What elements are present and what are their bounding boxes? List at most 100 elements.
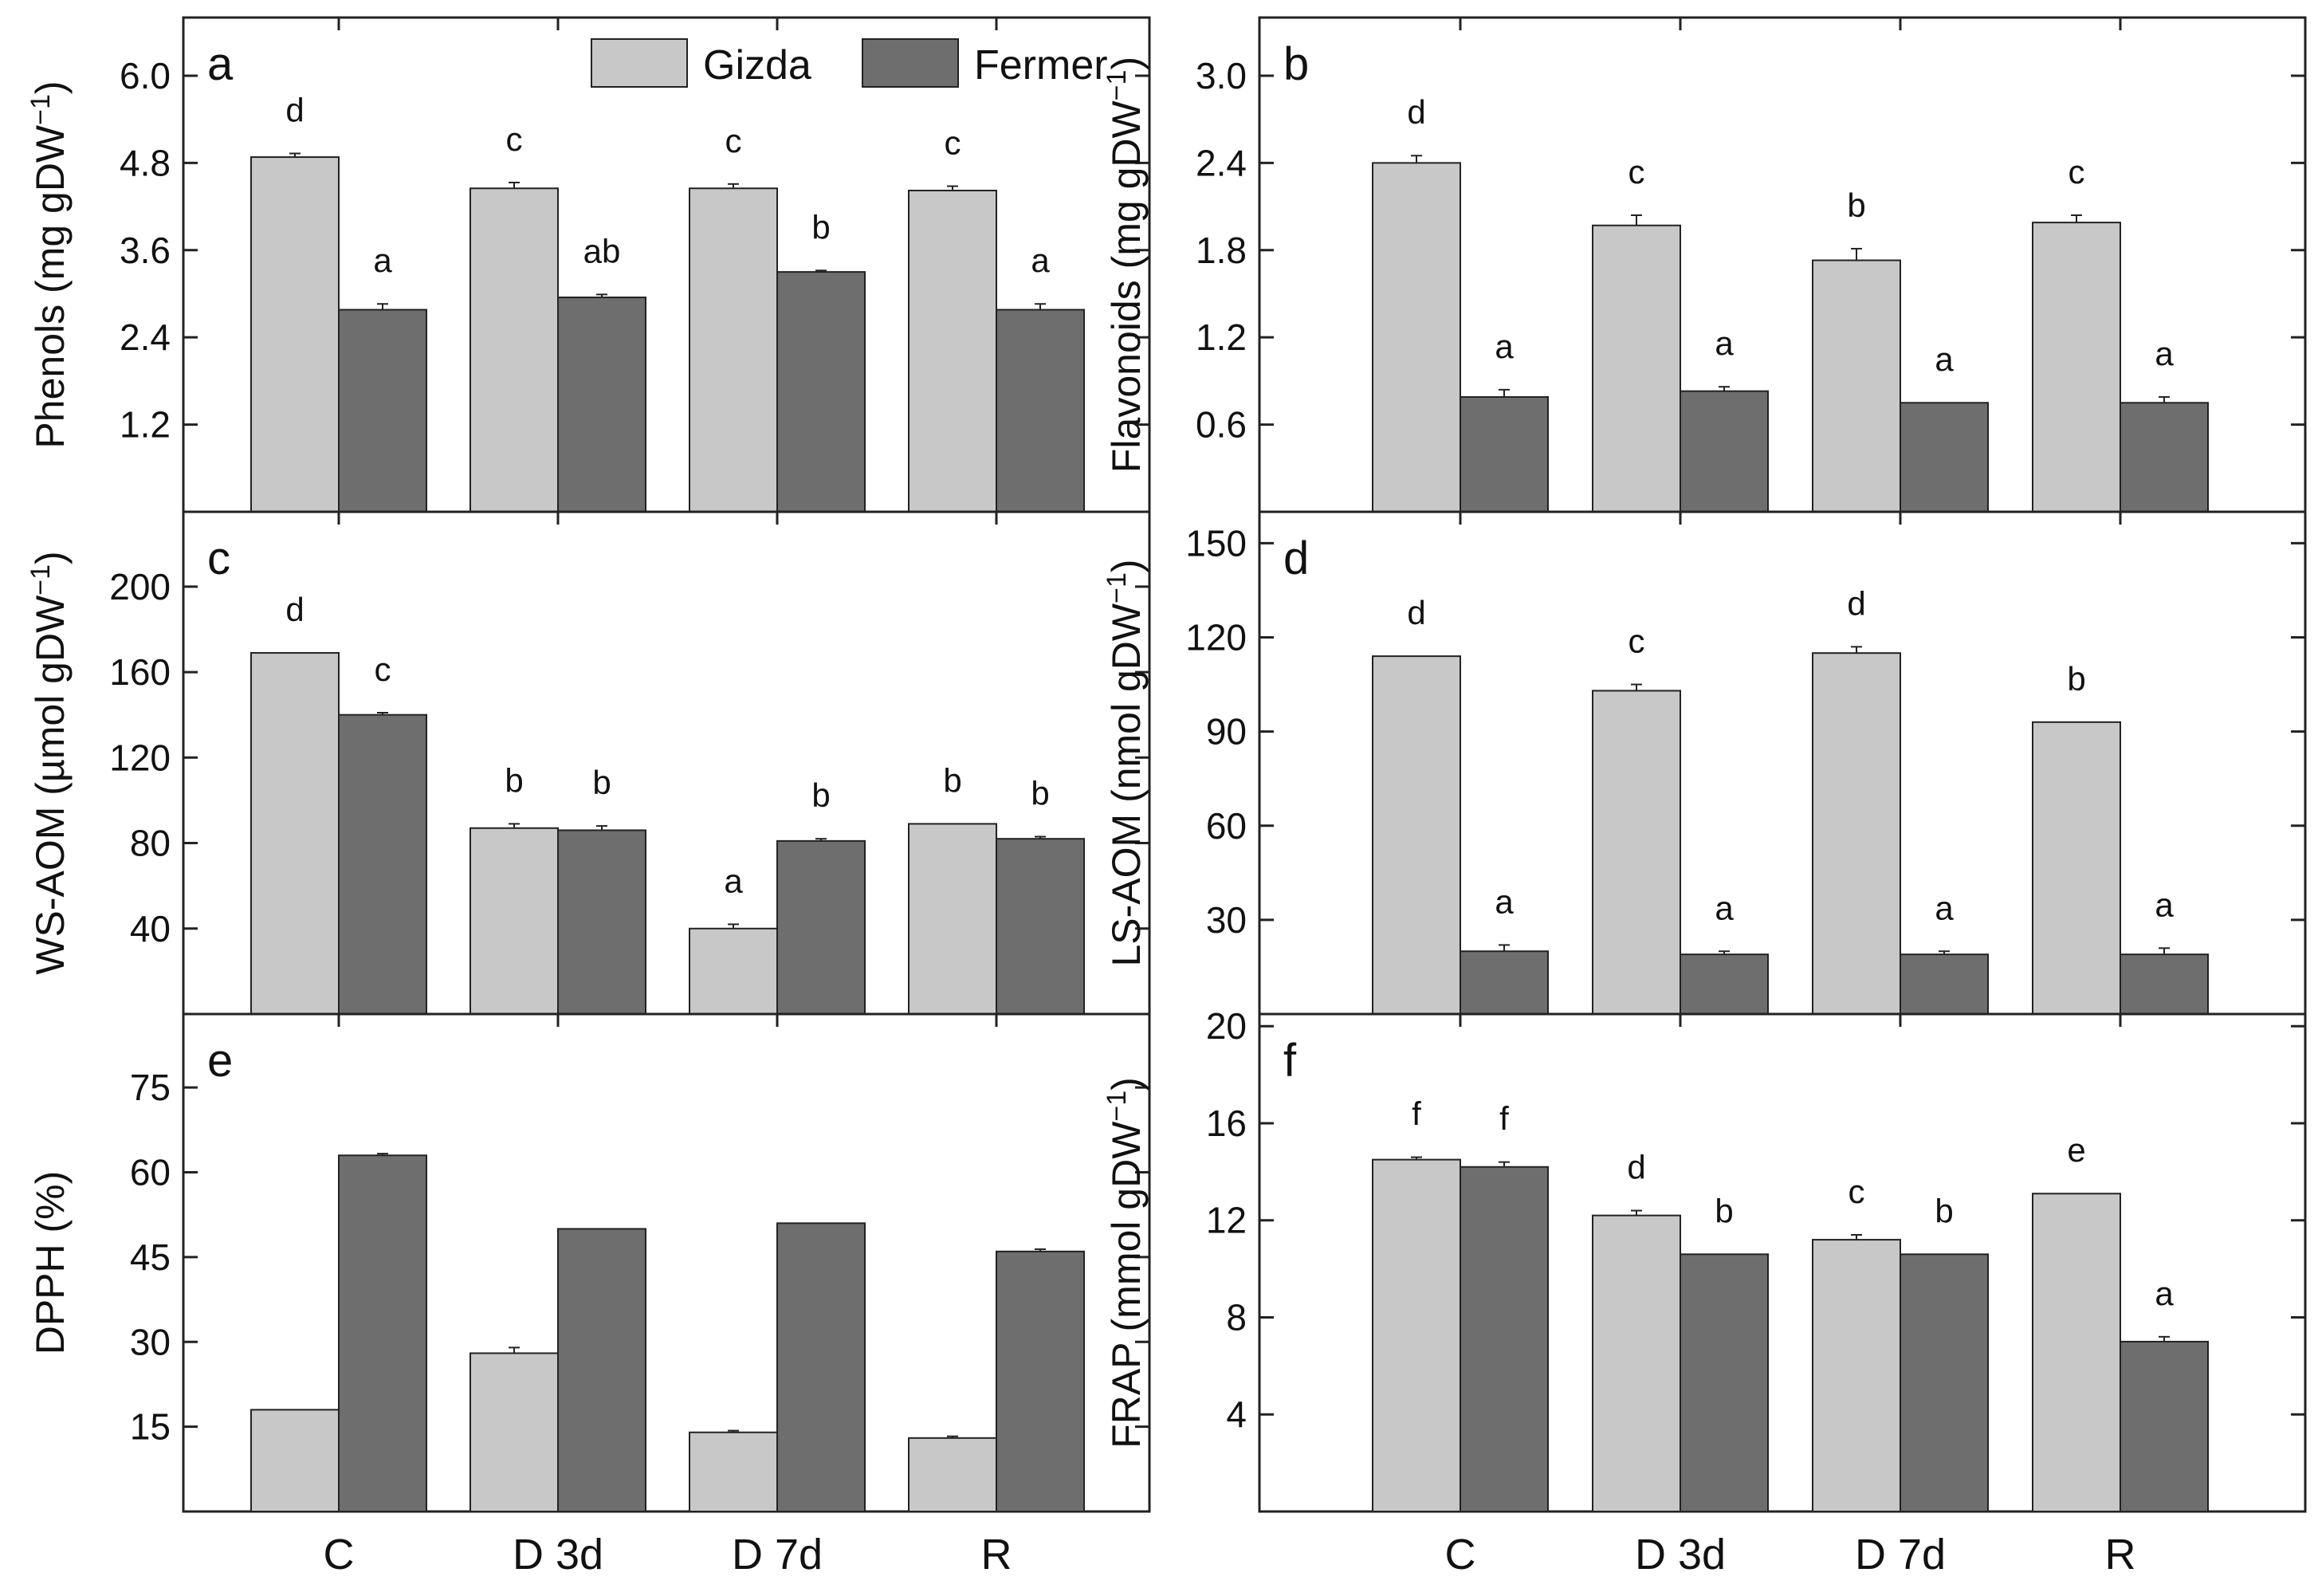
- bar-fermer: [1460, 395, 1549, 513]
- significance-letter: a: [373, 242, 392, 279]
- y-tick-label: 160: [109, 651, 171, 693]
- bar-fermer: [996, 309, 1085, 513]
- bar-fermer: [776, 1222, 866, 1512]
- bar-fermer: [1680, 953, 1769, 1015]
- panel-letter: f: [1283, 1035, 1297, 1087]
- legend-swatch-gizda: [591, 38, 688, 88]
- significance-letter: a: [2155, 1275, 2174, 1312]
- significance-letter: b: [1935, 1192, 1953, 1229]
- y-tick-label: 30: [130, 1321, 171, 1362]
- bar-gizda: [469, 1352, 559, 1513]
- significance-letter: c: [1628, 153, 1645, 191]
- panel-letter: d: [1283, 533, 1309, 584]
- significance-letter: a: [1031, 242, 1050, 279]
- y-tick-label: 12: [1206, 1200, 1247, 1241]
- significance-letter: c: [945, 124, 961, 162]
- x-category-label: R: [981, 1531, 1012, 1578]
- bar-fermer: [776, 271, 866, 513]
- y-tick-label: 150: [1185, 522, 1247, 564]
- bar-gizda: [1372, 655, 1461, 1015]
- y-tick-label: 200: [109, 566, 171, 607]
- significance-letter: b: [592, 764, 611, 801]
- bar-gizda: [2032, 721, 2121, 1015]
- y-tick-label: 60: [1206, 805, 1247, 847]
- bar-fermer: [338, 1154, 427, 1512]
- y-tick-label: 15: [130, 1406, 171, 1448]
- y-axis-label: LS-AOM (nmol gDW−1): [1102, 559, 1149, 966]
- x-category-label: D 3d: [513, 1531, 603, 1578]
- bar-gizda: [908, 190, 997, 513]
- significance-letter: b: [811, 776, 830, 814]
- significance-letter: b: [505, 761, 523, 799]
- significance-letter: a: [2155, 886, 2174, 923]
- bar-gizda: [1812, 259, 1901, 513]
- y-tick-label: 45: [130, 1236, 171, 1278]
- significance-letter: d: [1407, 594, 1425, 631]
- significance-letter: a: [1495, 883, 1514, 920]
- bar-gizda: [1812, 652, 1901, 1015]
- bar-fermer: [2120, 402, 2209, 513]
- significance-letter: a: [1715, 889, 1734, 926]
- significance-letter: a: [1495, 328, 1514, 365]
- x-category-label: C: [324, 1531, 355, 1578]
- bar-gizda: [689, 1431, 778, 1513]
- x-category-label: D 7d: [732, 1531, 823, 1578]
- bar-fermer: [996, 838, 1085, 1015]
- significance-letter: ab: [583, 232, 621, 269]
- panels-layer: 1.2 2.4 3.6 4.8 6.0 Phenols (mg gDW−1) a d c c c a a…: [26, 16, 2307, 1578]
- y-tick-label: 4.8: [120, 142, 171, 183]
- significance-letter: d: [1407, 93, 1425, 131]
- bar-fermer: [1900, 1253, 1989, 1512]
- significance-letter: d: [1627, 1149, 1645, 1186]
- y-tick-label: 0.6: [1196, 404, 1247, 446]
- x-category-label: D 3d: [1635, 1531, 1726, 1578]
- bar-gizda: [250, 651, 340, 1015]
- significance-letter: a: [1715, 324, 1734, 362]
- y-tick-label: 1.2: [120, 404, 171, 446]
- panel-letter: b: [1283, 38, 1309, 90]
- y-tick-label: 60: [130, 1152, 171, 1193]
- bar-fermer: [776, 839, 866, 1016]
- y-tick-label: 6.0: [120, 55, 171, 96]
- bar-gizda: [1592, 1214, 1681, 1513]
- significance-letter: b: [1715, 1192, 1733, 1229]
- bar-fermer: [1460, 950, 1549, 1015]
- bar-fermer: [2120, 953, 2209, 1015]
- panel-b: 0.6 1.2 1.8 2.4 3.0 Flavonoids (mg gDW−1) b d c b…: [1102, 16, 2307, 513]
- y-tick-label: 8: [1226, 1296, 1247, 1338]
- bar-gizda: [469, 827, 559, 1016]
- bar-fermer: [557, 1228, 646, 1513]
- significance-letter: d: [1847, 584, 1865, 622]
- panel-letter: c: [207, 533, 230, 584]
- y-tick-label: 120: [109, 737, 171, 778]
- panel-letter: a: [207, 38, 234, 90]
- bar-fermer: [338, 713, 427, 1015]
- bar-fermer: [996, 1250, 1085, 1513]
- significance-letter: c: [725, 122, 742, 159]
- significance-letter: c: [2069, 153, 2085, 191]
- y-axis-label: FRAP (mmol gDW−1): [1102, 1077, 1149, 1449]
- y-tick-label: 2.4: [1196, 142, 1247, 183]
- y-tick-label: 4: [1226, 1394, 1247, 1435]
- significance-letter: c: [506, 120, 523, 158]
- y-tick-label: 80: [130, 823, 171, 864]
- significance-letter: d: [285, 591, 304, 628]
- significance-letter: b: [943, 761, 961, 799]
- significance-letter: b: [811, 208, 830, 246]
- bar-fermer: [338, 309, 427, 513]
- bar-gizda: [1372, 162, 1461, 513]
- bar-gizda: [250, 1409, 340, 1513]
- bar-fermer: [2120, 1340, 2209, 1513]
- y-axis-label: WS-AOM (µmol gDW−1): [26, 551, 73, 974]
- significance-letter: c: [375, 651, 391, 688]
- bar-fermer: [1900, 402, 1989, 513]
- significance-letter: c: [1849, 1173, 1865, 1210]
- y-tick-label: 1.8: [1196, 230, 1247, 271]
- panel-e: 15 30 45 60 75 DPPH (%) e C D 3d D 7d R: [28, 1012, 1151, 1578]
- y-axis-label: DPPH (%): [28, 1171, 73, 1355]
- bar-fermer: [1900, 953, 1989, 1015]
- significance-letter: a: [2155, 335, 2174, 372]
- bar-fermer: [557, 297, 646, 513]
- y-tick-label: 120: [1185, 617, 1247, 658]
- y-tick-label: 40: [130, 908, 171, 949]
